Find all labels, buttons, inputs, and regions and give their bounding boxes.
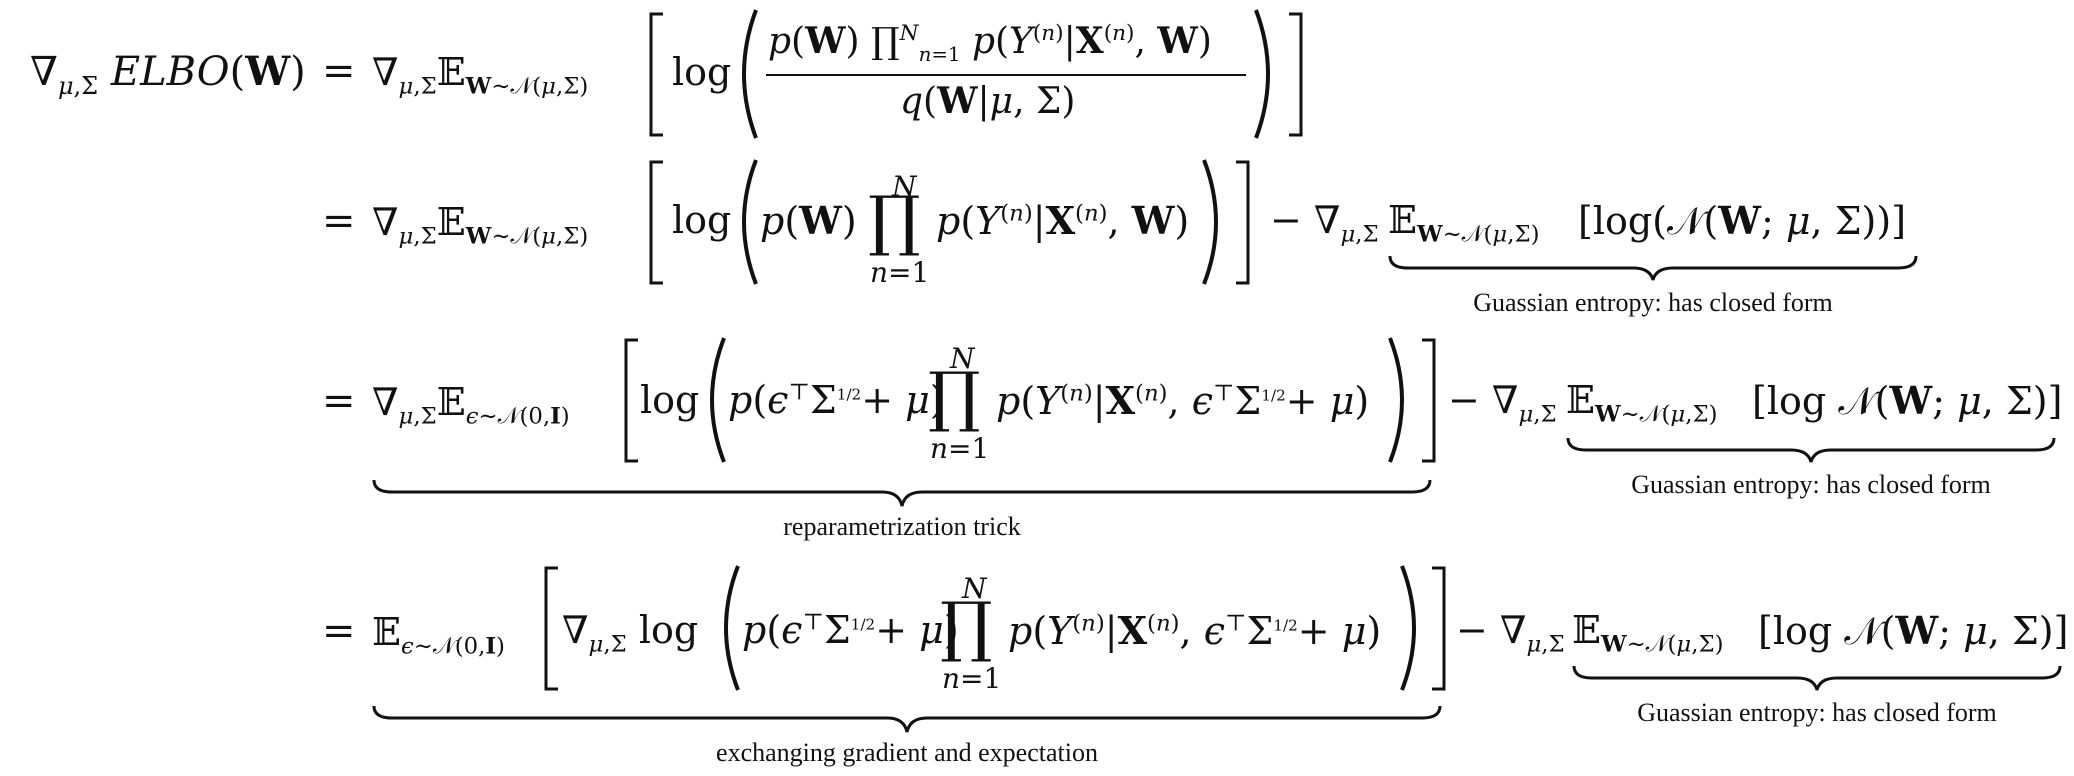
entropy-note: Guassian entropy: has closed form	[1473, 288, 1833, 317]
right-paren	[1254, 9, 1270, 139]
underbrace	[372, 705, 1442, 733]
fraction-bar	[766, 74, 1246, 76]
product-symbol: ∏	[868, 182, 921, 259]
minus-gradient: − ∇μ,Σ	[1456, 608, 1565, 658]
product-symbol: ∏	[928, 358, 981, 435]
elbo-gradient-lhs: ∇μ,Σ ELBO(W)	[30, 48, 306, 100]
left-square-bracket	[544, 566, 558, 691]
right-paren	[1202, 159, 1218, 285]
left-paren	[742, 159, 758, 285]
product-lower-limit: n=1	[930, 432, 990, 465]
minus-gradient: − ∇μ,Σ	[1270, 198, 1379, 248]
left-paren	[710, 337, 726, 463]
right-square-bracket	[1289, 12, 1303, 137]
entropy-note: Guassian entropy: has closed form	[1637, 698, 1997, 727]
right-paren	[1388, 337, 1404, 463]
right-square-bracket	[1422, 338, 1436, 463]
expectation-operator: 𝔼ϵ∼𝒩(0,I)	[372, 610, 505, 660]
equals-sign: =	[322, 198, 356, 244]
product-upper-limit: N	[962, 572, 987, 605]
fraction-denominator: q(W|μ, Σ)	[900, 80, 1076, 122]
product-upper-limit: N	[892, 170, 917, 203]
entropy-expectation: 𝔼W∼𝒩(μ,Σ)	[1572, 608, 1724, 658]
likelihood-term: p(Y(n)|X(n), ϵ⊤Σ1/2+ μ)	[996, 378, 1370, 423]
expectation-operator: ∇μ,Σ𝔼ϵ∼𝒩(0,I)	[372, 380, 570, 430]
exchange-note: exchanging gradient and expectation	[716, 738, 1098, 767]
log-label: log	[672, 198, 732, 242]
reparam-note: reparametrization trick	[783, 512, 1021, 541]
entropy-expectation: 𝔼W∼𝒩(μ,Σ)	[1566, 378, 1718, 428]
equals-sign: =	[322, 608, 356, 654]
likelihood-term: p(Y(n)|X(n), W)	[936, 198, 1190, 243]
equals-sign: =	[322, 378, 356, 424]
prior-term: p(W)	[760, 198, 857, 243]
prior-term: p(ϵ⊤Σ1/2+ μ)	[742, 608, 959, 652]
equals-sign: =	[322, 48, 356, 94]
fraction-numerator: p(W) ∏Nn=1 p(Y(n)|X(n), W)	[768, 20, 1212, 67]
log-label: log	[672, 50, 732, 94]
minus-gradient: − ∇μ,Σ	[1448, 378, 1557, 428]
entropy-expectation: 𝔼W∼𝒩(μ,Σ)	[1388, 198, 1540, 248]
gradient-log: ∇μ,Σ log	[562, 608, 699, 658]
prior-term: p(ϵ⊤Σ1/2+ μ)	[728, 378, 945, 422]
left-square-bracket	[624, 338, 638, 463]
underbrace	[1388, 255, 1918, 281]
product-symbol: ∏	[940, 588, 993, 665]
right-square-bracket	[1236, 160, 1250, 285]
left-paren	[742, 9, 758, 139]
expectation-operator: ∇μ,Σ𝔼W∼𝒩(μ,Σ)	[372, 200, 589, 250]
left-square-bracket	[649, 160, 663, 285]
right-square-bracket	[1432, 566, 1446, 691]
entropy-log-term: [log(𝒩(W; μ, Σ))]	[1578, 198, 1907, 243]
left-paren	[724, 565, 740, 691]
underbrace	[372, 479, 1432, 507]
product-upper-limit: N	[950, 342, 975, 375]
product-lower-limit: n=1	[942, 662, 1002, 695]
entropy-log-term: [log 𝒩(W; μ, Σ)]	[1758, 608, 2069, 653]
right-paren	[1400, 565, 1416, 691]
entropy-log-term: [log 𝒩(W; μ, Σ)]	[1752, 378, 2063, 423]
underbrace	[1566, 437, 2056, 463]
product-lower-limit: n=1	[870, 256, 930, 289]
underbrace	[1572, 665, 2062, 691]
expectation-operator: ∇μ,Σ𝔼W∼𝒩(μ,Σ)	[372, 50, 589, 100]
likelihood-term: p(Y(n)|X(n), ϵ⊤Σ1/2+ μ)	[1008, 608, 1382, 653]
entropy-note: Guassian entropy: has closed form	[1631, 470, 1991, 499]
left-square-bracket	[649, 12, 663, 137]
log-label: log	[640, 378, 700, 422]
